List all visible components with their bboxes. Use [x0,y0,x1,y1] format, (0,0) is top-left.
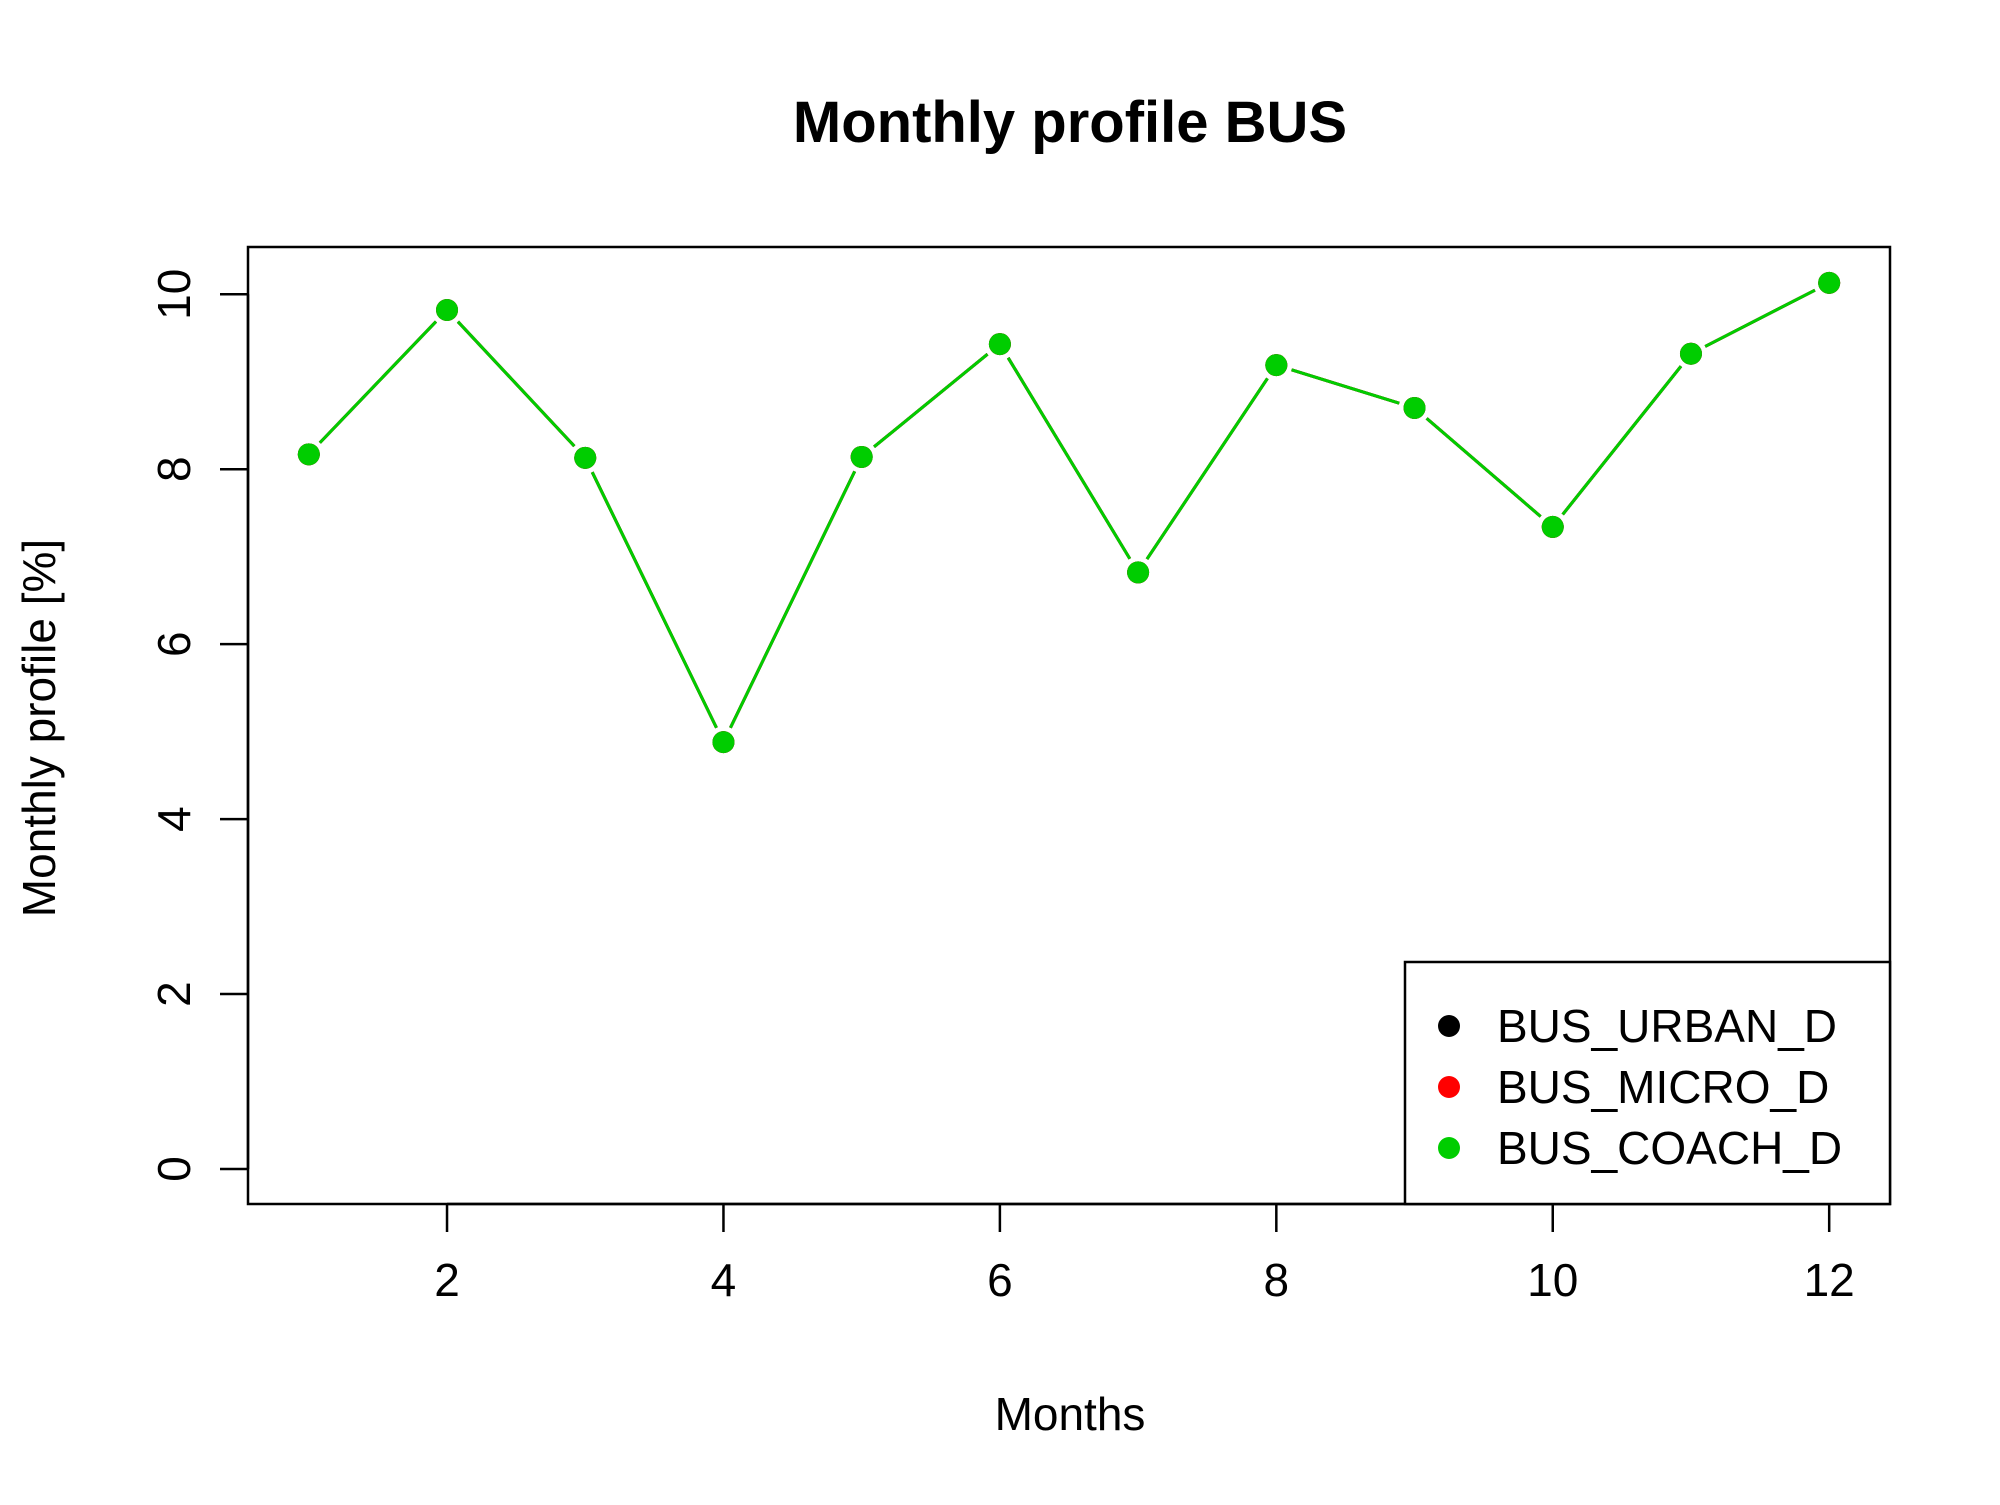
x-tick-label: 4 [711,1254,737,1306]
y-tick-label: 6 [148,631,200,657]
series-line-segment [1425,417,1542,518]
data-point [1127,561,1150,584]
data-point [1403,396,1426,419]
y-tick-label: 8 [148,456,200,482]
data-point [1679,342,1702,365]
x-axis: 2 4 6 8 10 12 [434,1202,1855,1306]
y-tick-label: 4 [148,806,200,832]
y-axis: 0 2 4 6 8 10 [148,269,250,1182]
data-point [297,443,320,466]
y-tick-label: 0 [148,1156,200,1182]
series-BUS_MICRO_D [297,271,1841,754]
series-line-segment [1291,368,1400,405]
series-layer [297,271,1841,754]
series-line-segment [1561,365,1683,516]
series-line-segment [1006,357,1132,560]
y-axis-label: Monthly profile [%] [13,539,65,917]
series-BUS_COACH_D [297,271,1841,754]
data-point [850,445,873,468]
legend-label: BUS_COACH_D [1497,1122,1842,1174]
x-tick-label: 12 [1804,1254,1855,1306]
series-line-segment [318,320,438,444]
y-tick-label: 10 [148,269,200,320]
legend-label: BUS_MICRO_D [1497,1061,1829,1113]
series-line-segment [873,353,989,448]
plot-frame [246,245,1892,1206]
legend-box [1403,960,1892,1206]
data-point [1265,354,1288,377]
x-tick-label: 8 [1264,1254,1290,1306]
y-tick-label: 2 [148,981,200,1007]
x-tick-label: 6 [987,1254,1013,1306]
series-line-segment [729,470,857,729]
legend: BUS_URBAN_D BUS_MICRO_D BUS_COACH_D [1403,960,1892,1206]
data-point [436,298,459,321]
x-tick-label: 10 [1527,1254,1578,1306]
data-point [1541,515,1564,538]
data-point [712,731,735,754]
series-BUS_URBAN_D [297,271,1841,754]
legend-label: BUS_URBAN_D [1497,1000,1837,1052]
series-line-segment [1704,288,1816,348]
data-point [574,446,597,469]
x-tick-label: 2 [434,1254,460,1306]
data-point [1818,271,1841,294]
series-line-segment [590,471,718,729]
series-line-segment [1145,377,1269,560]
series-line-segment [456,320,576,448]
legend-marker [1438,1015,1460,1037]
legend-marker [1438,1137,1460,1159]
data-point [988,333,1011,356]
x-axis-label: Months [995,1388,1146,1440]
legend-marker [1438,1076,1460,1098]
chart-title: Monthly profile BUS [793,90,1347,155]
